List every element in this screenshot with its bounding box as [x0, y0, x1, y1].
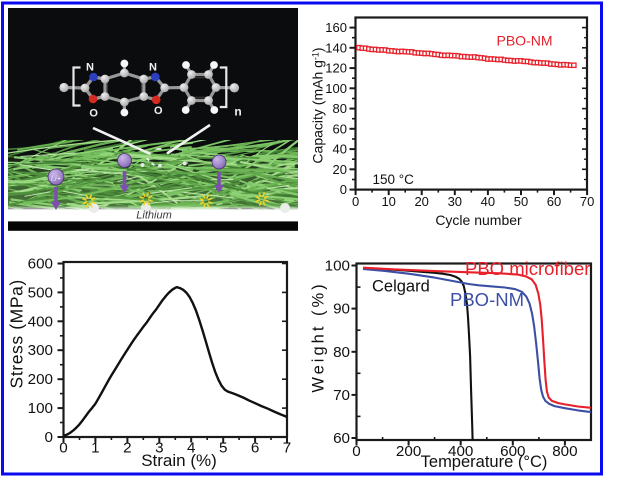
svg-text:Celgard: Celgard — [372, 278, 430, 296]
svg-text:60: 60 — [333, 121, 347, 136]
svg-text:70: 70 — [580, 194, 594, 209]
svg-text:Temperature (°C): Temperature (°C) — [421, 453, 548, 471]
svg-text:500: 500 — [28, 284, 53, 301]
svg-text:50: 50 — [514, 194, 528, 209]
svg-text:800: 800 — [552, 443, 577, 460]
svg-text:0: 0 — [352, 194, 359, 209]
svg-text:30: 30 — [448, 194, 462, 209]
svg-text:Strain (%): Strain (%) — [141, 451, 217, 470]
svg-text:100: 100 — [325, 258, 350, 275]
svg-text:160: 160 — [325, 20, 347, 35]
svg-text:O: O — [154, 105, 163, 117]
svg-text:PBO-NM: PBO-NM — [497, 33, 553, 49]
svg-text:600: 600 — [28, 256, 53, 273]
svg-text:5: 5 — [219, 440, 227, 457]
svg-text:1: 1 — [91, 440, 99, 457]
svg-text:N: N — [149, 62, 157, 74]
svg-text:n: n — [234, 105, 241, 119]
svg-text:0: 0 — [45, 429, 53, 446]
svg-text:Li+: Li+ — [51, 174, 62, 183]
svg-text:PBO microfiber: PBO microfiber — [465, 258, 590, 279]
svg-text:200: 200 — [28, 371, 53, 388]
svg-text:40: 40 — [481, 194, 495, 209]
svg-text:140: 140 — [325, 40, 347, 55]
svg-text:Stress (MPa): Stress (MPa) — [7, 279, 27, 388]
svg-text:120: 120 — [325, 61, 347, 76]
svg-text:20: 20 — [414, 194, 428, 209]
svg-text:N: N — [86, 62, 94, 74]
svg-text:60: 60 — [547, 194, 561, 209]
svg-text:300: 300 — [28, 342, 53, 359]
svg-text:10: 10 — [381, 194, 395, 209]
svg-text:60: 60 — [333, 430, 350, 447]
svg-text:100: 100 — [28, 400, 53, 417]
svg-text:2: 2 — [123, 440, 131, 457]
svg-text:0: 0 — [352, 443, 360, 460]
svg-text:40: 40 — [333, 142, 347, 157]
svg-text:7: 7 — [283, 440, 291, 457]
svg-text:150 °C: 150 °C — [373, 172, 415, 187]
svg-text:Cycle number: Cycle number — [435, 212, 522, 228]
svg-text:PBO-NM: PBO-NM — [450, 289, 524, 310]
svg-text:Lithium: Lithium — [136, 210, 171, 222]
svg-text:400: 400 — [28, 313, 53, 330]
svg-text:200: 200 — [396, 443, 421, 460]
svg-text:Capacity (mAh g-1): Capacity (mAh g-1) — [310, 47, 326, 163]
svg-text:6: 6 — [251, 440, 259, 457]
svg-text:0: 0 — [59, 440, 67, 457]
svg-text:80: 80 — [333, 344, 350, 361]
svg-text:80: 80 — [333, 101, 347, 116]
svg-text:0: 0 — [340, 182, 347, 197]
svg-text:100: 100 — [325, 81, 347, 96]
svg-text:O: O — [89, 108, 98, 120]
svg-text:20: 20 — [333, 162, 347, 177]
svg-text:Weight (%): Weight (%) — [310, 281, 328, 392]
svg-text:70: 70 — [333, 387, 350, 404]
svg-text:90: 90 — [333, 301, 350, 318]
